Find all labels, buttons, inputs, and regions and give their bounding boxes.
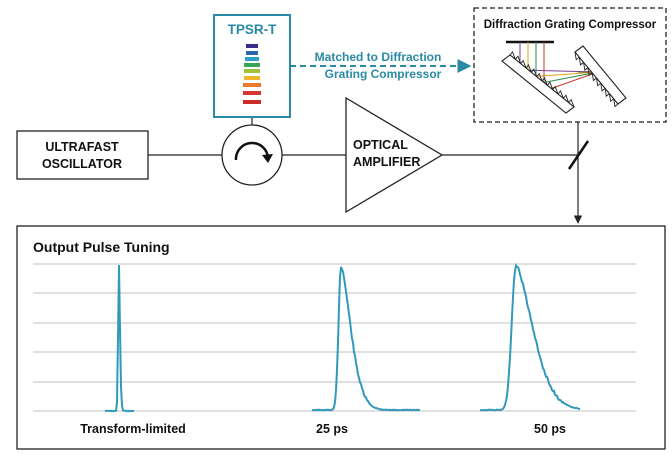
tpsr-band — [243, 100, 261, 104]
amplifier-label-line2: AMPLIFIER — [353, 155, 420, 169]
diffraction-grating-compressor: Diffraction Grating Compressor — [473, 7, 667, 123]
tpsr-band — [246, 51, 258, 55]
oscillator-label-line1: ULTRAFAST — [45, 140, 119, 154]
output-panel-title: Output Pulse Tuning — [33, 239, 170, 255]
matched-note-line2: Grating Compressor — [325, 67, 442, 81]
circulator-arrow-icon — [234, 141, 270, 161]
tpsr-band — [243, 91, 261, 95]
tpsr-band — [246, 44, 258, 48]
grating-right — [574, 45, 627, 108]
pulse-trace-50ps — [479, 262, 581, 412]
beam-splitter-mirror — [567, 140, 590, 170]
optical-amplifier: OPTICAL AMPLIFIER — [345, 96, 444, 214]
output-gridlines — [33, 263, 636, 412]
output-pulse-panel: Output Pulse Tuning Transform-limited 25… — [16, 225, 666, 450]
compressor-title: Diffraction Grating Compressor — [484, 19, 657, 31]
tpsr-spectral-bands — [243, 44, 261, 104]
ultrafast-oscillator: ULTRAFAST OSCILLATOR — [16, 130, 149, 180]
tpsr-t-module: TPSR-T — [213, 14, 291, 118]
tpsr-band — [244, 76, 260, 80]
amplifier-label-line1: OPTICAL — [353, 138, 408, 152]
tpsr-title: TPSR-T — [228, 22, 278, 37]
pulse-trace-25ps — [311, 266, 421, 412]
label-transform-limited: Transform-limited — [80, 422, 186, 436]
matched-note-line1: Matched to Diffraction — [315, 50, 442, 64]
label-25ps: 25 ps — [316, 422, 348, 436]
pulse-trace-transform-limited — [105, 264, 134, 413]
tpsr-band — [244, 69, 260, 73]
label-50ps: 50 ps — [534, 422, 566, 436]
grating-left — [501, 51, 575, 114]
tpsr-band — [244, 63, 260, 67]
tpsr-band — [243, 83, 261, 87]
tpsr-band — [245, 57, 259, 61]
oscillator-label-line2: OSCILLATOR — [42, 157, 122, 171]
optical-circulator — [221, 124, 283, 186]
